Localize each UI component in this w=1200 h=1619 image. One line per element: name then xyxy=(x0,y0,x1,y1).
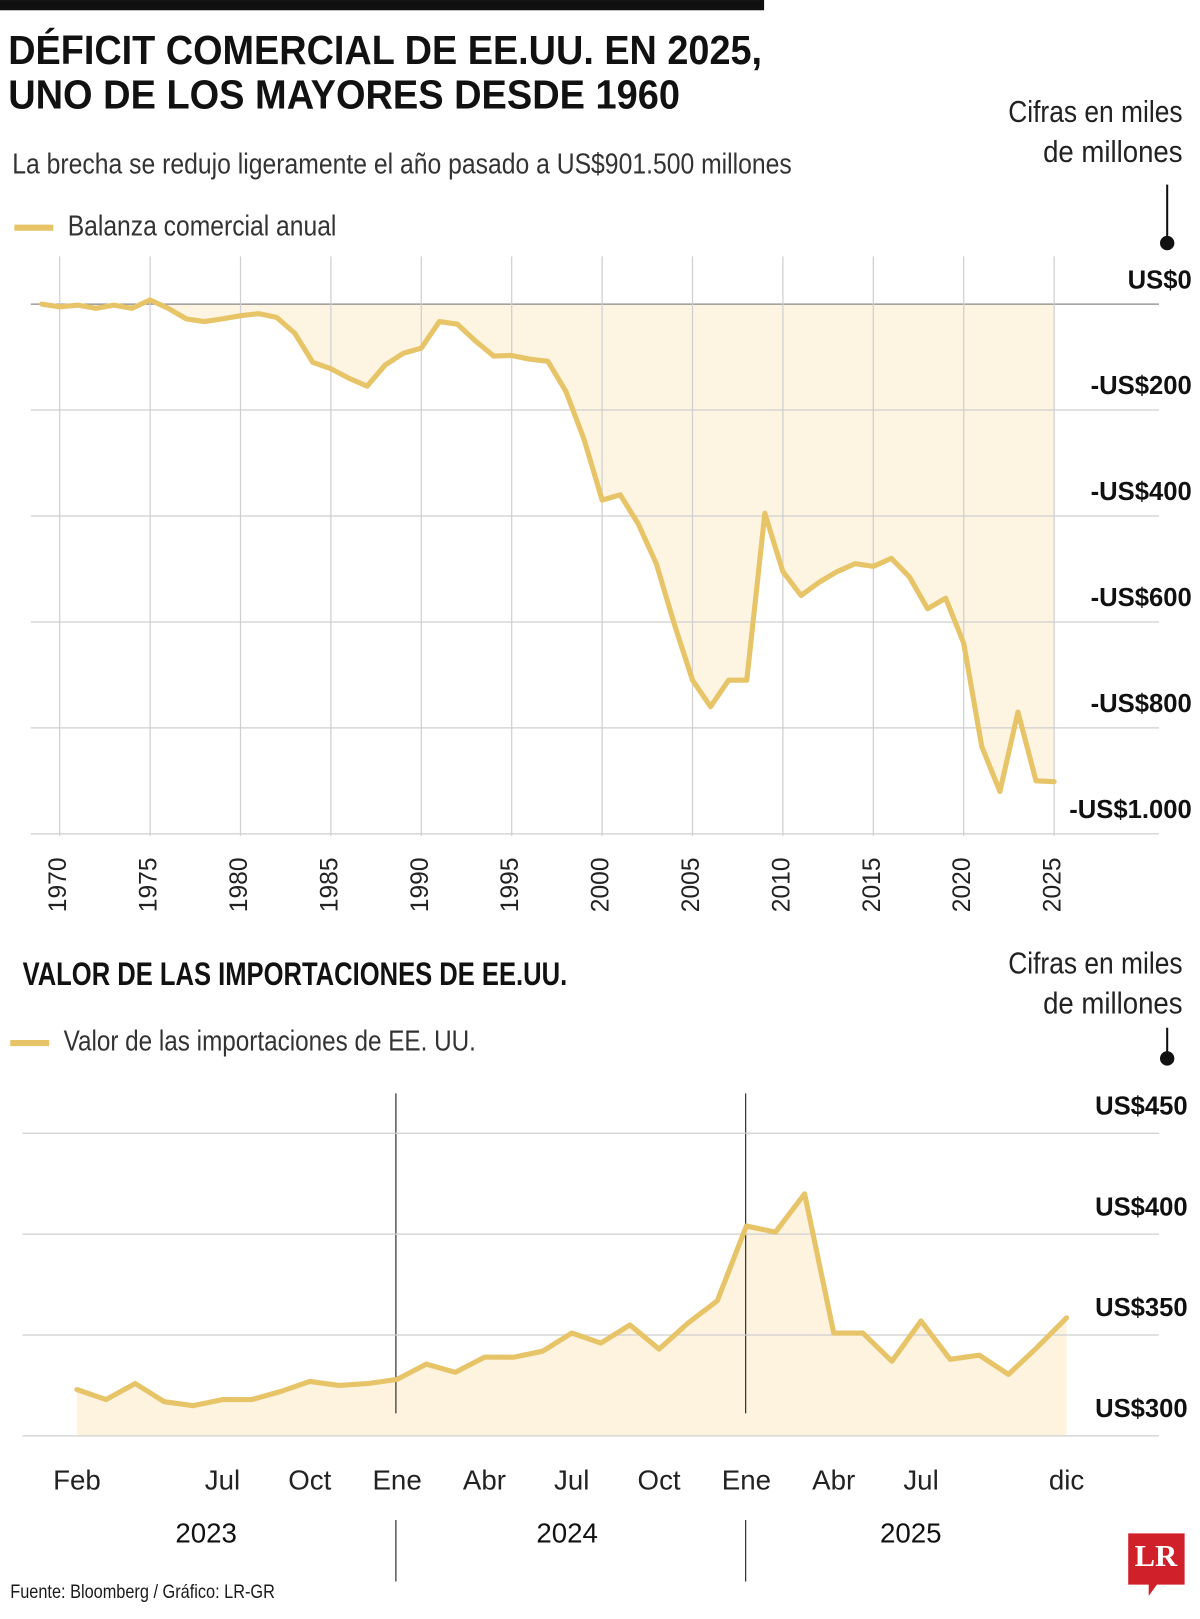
x-tick-label: Jul xyxy=(903,1464,938,1495)
x-tick-label: dic xyxy=(1049,1464,1085,1495)
x-tick-label: 1995 xyxy=(497,857,524,912)
x-tick-label: Oct xyxy=(288,1464,331,1495)
x-tick-label: 2005 xyxy=(678,857,705,912)
chart-title: DÉFICIT COMERCIAL DE EE.UU. EN 2025, xyxy=(8,27,762,73)
x-tick-label: 1980 xyxy=(226,857,253,912)
x-tick-label: Oct xyxy=(638,1464,681,1495)
x-tick-label: 2010 xyxy=(768,857,795,912)
source: Fuente: Bloomberg / Gráfico: LR-GR xyxy=(10,1581,275,1603)
y-tick-label: -US$200 xyxy=(1091,372,1192,400)
y-tick-label: US$400 xyxy=(1095,1193,1188,1221)
year-label: 2023 xyxy=(175,1518,237,1549)
year-label: 2024 xyxy=(536,1518,598,1549)
x-tick-label: 2015 xyxy=(859,857,886,912)
y-tick-label: US$350 xyxy=(1095,1294,1188,1322)
unit-note: Cifras en miles xyxy=(1008,945,1182,980)
area-fill xyxy=(76,1193,1067,1436)
x-tick-label: 1990 xyxy=(407,857,434,912)
logo-box xyxy=(1128,1533,1185,1596)
x-tick-label: 2025 xyxy=(1040,857,1067,912)
data-line xyxy=(39,297,1057,795)
data-line xyxy=(74,1191,1070,1409)
area-fill xyxy=(41,299,1055,792)
y-tick-label: -US$600 xyxy=(1091,584,1192,612)
axis-dot xyxy=(1160,1051,1175,1066)
y-tick-label: -US$1.000 xyxy=(1069,796,1192,824)
year-label: 2025 xyxy=(880,1518,942,1549)
logo: LR xyxy=(1135,1539,1179,1573)
subtitle: La brecha se redujo ligeramente el año p… xyxy=(12,149,791,181)
x-tick-label: 1975 xyxy=(136,857,163,912)
unit-note: Cifras en miles xyxy=(1008,94,1182,129)
x-tick-label: 1970 xyxy=(45,857,72,912)
legend-label: Valor de las importaciones de EE. UU. xyxy=(64,1026,476,1058)
unit-note: de millones xyxy=(1043,985,1182,1020)
x-tick-label: 2000 xyxy=(588,857,615,912)
legend-label: Balanza comercial anual xyxy=(68,210,337,242)
y-tick-label: US$450 xyxy=(1095,1092,1188,1120)
x-tick-label: Abr xyxy=(463,1464,506,1495)
unit-note: de millones xyxy=(1043,134,1182,169)
x-tick-label: Jul xyxy=(554,1464,589,1495)
x-tick-label: Ene xyxy=(722,1464,771,1495)
x-tick-label: Jul xyxy=(205,1464,240,1495)
x-tick-label: 2020 xyxy=(949,857,976,912)
axis-dot xyxy=(1160,235,1175,251)
y-tick-label: US$300 xyxy=(1095,1395,1188,1423)
y-tick-label: US$0 xyxy=(1128,266,1192,294)
y-tick-label: -US$400 xyxy=(1091,478,1192,506)
x-tick-label: Abr xyxy=(812,1464,855,1495)
chart-title: VALOR DE LAS IMPORTACIONES DE EE.UU. xyxy=(23,955,568,992)
x-tick-label: 1985 xyxy=(316,857,343,912)
x-tick-label: Feb xyxy=(53,1464,101,1495)
x-tick-label: Ene xyxy=(372,1464,421,1495)
y-tick-label: -US$800 xyxy=(1091,690,1192,718)
chart-title: UNO DE LOS MAYORES DESDE 1960 xyxy=(8,71,680,117)
top-bar xyxy=(0,0,765,11)
